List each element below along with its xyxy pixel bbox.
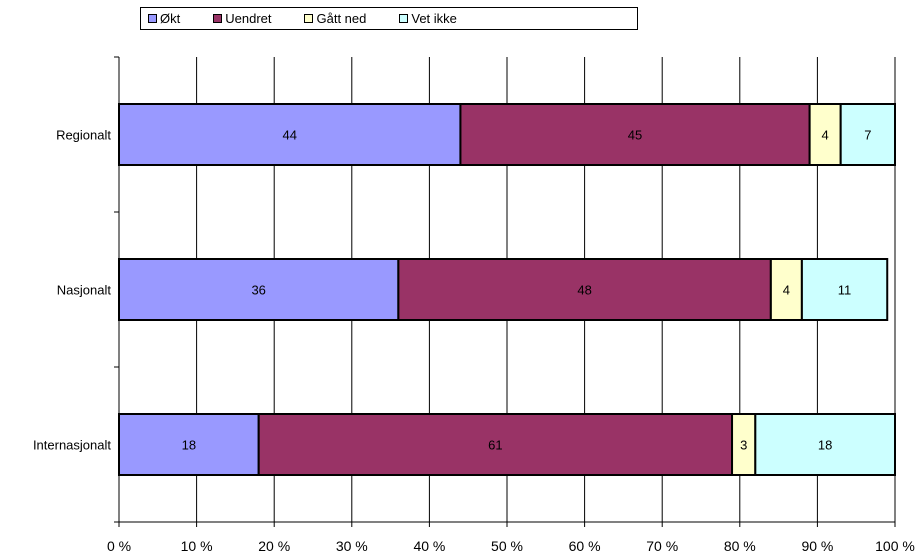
bar-segment <box>397 258 772 321</box>
data-label: 44 <box>282 128 296 143</box>
legend-item-okt: Økt <box>148 11 180 26</box>
bar-segment <box>808 103 842 166</box>
bar-segment <box>769 258 803 321</box>
legend-swatch-uendret <box>213 14 223 23</box>
legend-swatch-okt <box>148 14 157 23</box>
data-label: 4 <box>783 283 790 298</box>
data-label: 45 <box>628 128 642 143</box>
data-label: 61 <box>488 438 502 453</box>
legend-item-vet-ikke: Vet ikke <box>399 11 457 26</box>
data-label: 7 <box>864 128 871 143</box>
legend-label-vet-ikke: Vet ikke <box>411 11 457 26</box>
bar-segment <box>839 103 896 166</box>
legend-swatch-gatt-ned <box>304 14 314 23</box>
legend-item-uendret: Uendret <box>213 11 271 26</box>
bar-segment <box>459 103 811 166</box>
data-label: 36 <box>251 283 265 298</box>
bar-segment <box>754 413 896 476</box>
legend-label-uendret: Uendret <box>225 11 272 26</box>
legend: Økt Uendret Gått ned Vet ikke <box>140 7 638 30</box>
data-label: 18 <box>818 438 832 453</box>
x-tick-label: 0 % <box>107 538 131 554</box>
category-label: Nasjonalt <box>57 283 112 298</box>
x-tick-label: 30 % <box>336 538 368 554</box>
x-tick-label: 100 % <box>875 538 915 554</box>
x-tick-label: 40 % <box>413 538 445 554</box>
x-tick-label: 10 % <box>181 538 213 554</box>
legend-swatch-vet-ikke <box>399 14 409 23</box>
x-tick-label: 70 % <box>646 538 678 554</box>
data-label: 11 <box>838 283 852 298</box>
x-tick-label: 90 % <box>801 538 833 554</box>
legend-label-gatt-ned: Gått ned <box>316 11 367 26</box>
bar-segment <box>800 258 889 321</box>
data-label: 18 <box>182 438 196 453</box>
data-label: 48 <box>577 283 591 298</box>
category-label: Regionalt <box>56 128 111 143</box>
x-tick-label: 50 % <box>491 538 523 554</box>
bar-segment <box>257 413 734 476</box>
x-tick-label: 20 % <box>258 538 290 554</box>
data-label: 3 <box>740 438 747 453</box>
category-label: Internasjonalt <box>33 438 111 453</box>
legend-label-okt: Økt <box>160 11 181 26</box>
bar-segment <box>118 413 260 476</box>
legend-item-gatt-ned: Gått ned <box>304 11 366 26</box>
x-tick-label: 80 % <box>724 538 756 554</box>
x-tick-label: 60 % <box>569 538 601 554</box>
data-label: 4 <box>822 128 829 143</box>
